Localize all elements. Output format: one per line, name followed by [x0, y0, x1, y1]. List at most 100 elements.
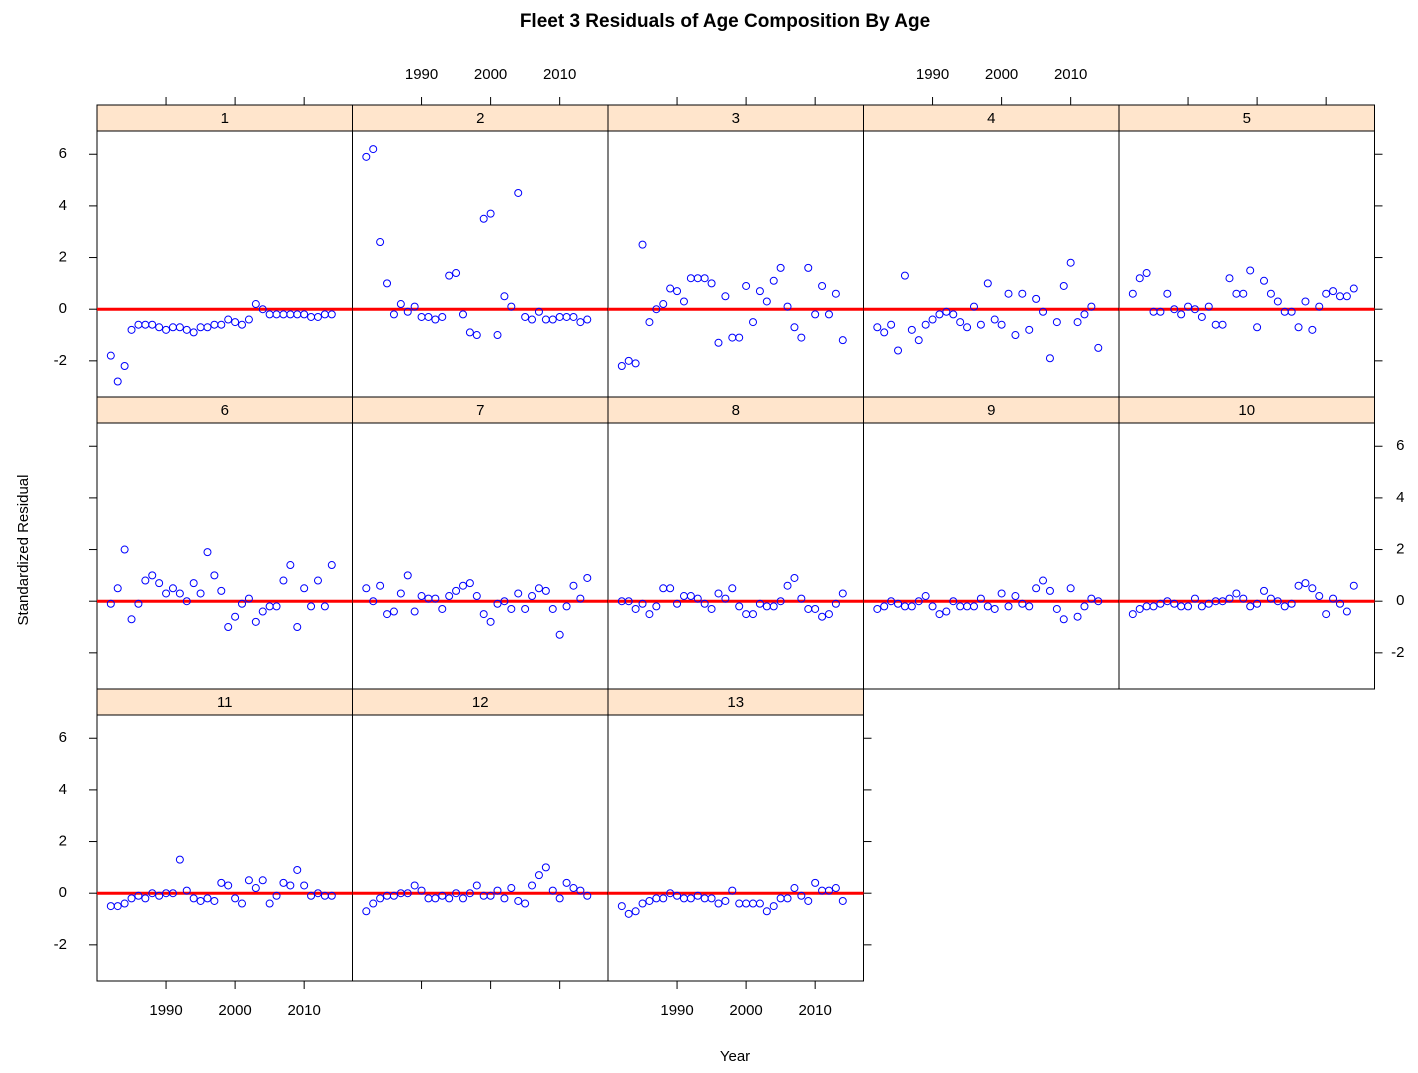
point [1342, 607, 1351, 616]
point [942, 607, 951, 616]
point [804, 896, 813, 905]
point [783, 581, 792, 590]
point [168, 889, 177, 898]
point [113, 584, 122, 593]
strip-label: 9 [987, 402, 995, 419]
y-tick-label: 2 [59, 833, 67, 850]
point [804, 263, 813, 272]
point [569, 312, 578, 321]
point [1266, 289, 1275, 298]
panel [1118, 422, 1375, 690]
point [1184, 602, 1193, 611]
point [1211, 320, 1220, 329]
point [106, 599, 115, 608]
point [217, 320, 226, 329]
panel [96, 130, 353, 398]
point [907, 325, 916, 334]
point [1052, 604, 1061, 613]
point [831, 289, 840, 298]
point [251, 617, 260, 626]
point [818, 612, 827, 621]
point [838, 896, 847, 905]
point [541, 315, 550, 324]
point [797, 891, 806, 900]
point [327, 891, 336, 900]
point [272, 310, 281, 319]
point [175, 855, 184, 864]
point [914, 336, 923, 345]
point [472, 331, 481, 340]
point [521, 604, 530, 613]
point [956, 602, 965, 611]
point [728, 584, 737, 593]
x-tick-label: 2010 [543, 66, 576, 83]
x-tick-label: 2010 [287, 1002, 320, 1019]
point [742, 281, 751, 290]
point [148, 889, 157, 898]
point [949, 597, 958, 606]
point [576, 318, 585, 327]
strip [96, 396, 353, 424]
point [562, 878, 571, 887]
point [583, 315, 592, 324]
point [155, 323, 164, 332]
point [1170, 599, 1179, 608]
point [693, 891, 702, 900]
point [1184, 302, 1193, 311]
panel [607, 130, 864, 398]
point [673, 891, 682, 900]
point [196, 896, 205, 905]
point [155, 579, 164, 588]
point [327, 310, 336, 319]
point [783, 894, 792, 903]
point [521, 312, 530, 321]
y-tick-label: 4 [59, 781, 67, 798]
point [1315, 302, 1324, 311]
point [548, 315, 557, 324]
x-axis-label: Year [720, 1048, 750, 1065]
point [396, 300, 405, 309]
point [383, 279, 392, 288]
point [486, 209, 495, 218]
point [403, 307, 412, 316]
point [631, 604, 640, 613]
point [279, 576, 288, 585]
y-tick-label: -2 [54, 936, 67, 953]
point [1094, 343, 1103, 352]
point [1135, 274, 1144, 283]
panel [352, 714, 609, 982]
point [528, 592, 537, 601]
point [583, 573, 592, 582]
point [224, 881, 233, 890]
point [679, 894, 688, 903]
point [824, 610, 833, 619]
point [313, 312, 322, 321]
point [1059, 281, 1068, 290]
point [293, 623, 302, 632]
strip-label: 12 [472, 694, 489, 711]
strip [352, 396, 609, 424]
point [562, 602, 571, 611]
point [790, 573, 799, 582]
point [493, 599, 502, 608]
point [638, 899, 647, 908]
point [162, 325, 171, 334]
point [383, 610, 392, 619]
point [1301, 297, 1310, 306]
point [313, 576, 322, 585]
y-tick-label: 6 [1396, 437, 1404, 454]
point [576, 886, 585, 895]
point [1260, 586, 1269, 595]
point [762, 602, 771, 611]
point [1225, 274, 1234, 283]
point [417, 312, 426, 321]
point [1039, 307, 1048, 316]
point [762, 297, 771, 306]
point [749, 318, 758, 327]
point [410, 607, 419, 616]
point [659, 300, 668, 309]
point [631, 907, 640, 916]
point [210, 320, 219, 329]
point [272, 891, 281, 900]
strip [1118, 396, 1375, 424]
